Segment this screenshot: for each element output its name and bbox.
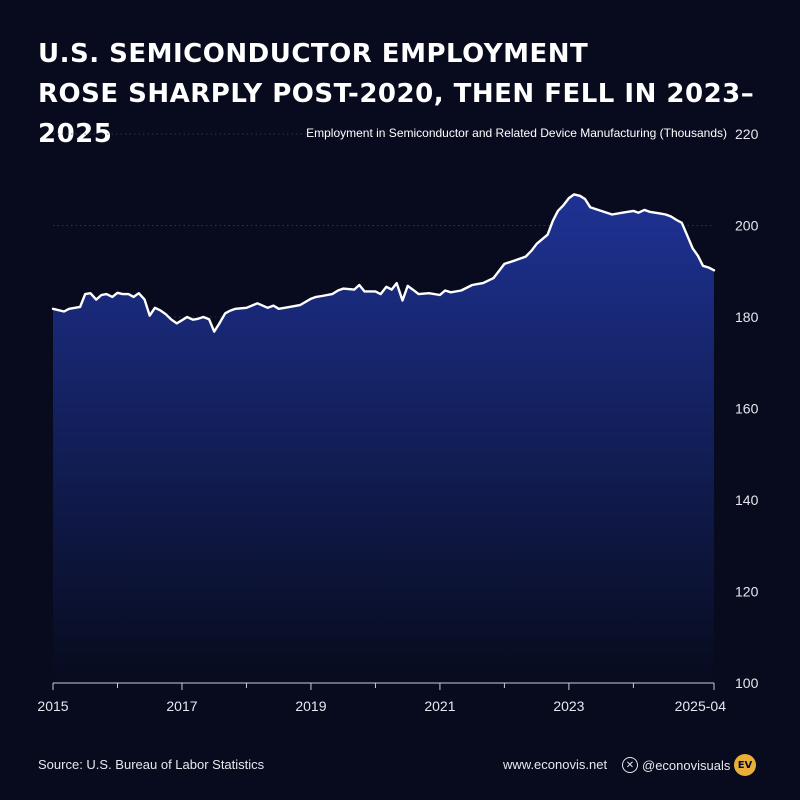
x-tick-label-2017: 2017 [166,698,197,714]
series-label: Employment in Semiconductor and Related … [306,126,727,140]
x-tick-label-2021: 2021 [424,698,455,714]
y-tick-label-120: 120 [735,584,759,600]
website-link[interactable]: www.econovis.net [503,757,608,772]
social-handle[interactable]: ✕ @econovisuals [622,754,730,776]
area-fill-layer [53,194,714,683]
y-tick-label-200: 200 [735,218,759,234]
y-axis-labels: 100 120 140 160 180 200 220 [735,126,759,691]
source-note: Source: U.S. Bureau of Labor Statistics [38,757,265,772]
x-tick-label-2025-04: 2025-04 [675,698,727,714]
y-tick-label-100: 100 [735,675,759,691]
y-tick-label-160: 160 [735,401,759,417]
econovis-logo: EV [734,754,756,776]
y-tick-label-140: 140 [735,492,759,508]
x-tick-label-2015: 2015 [37,698,68,714]
x-tick-label-2019: 2019 [295,698,326,714]
employment-line [51,193,716,333]
y-tick-label-180: 180 [735,309,759,325]
x-axis: 2015 2017 2019 2021 2023 2025-04 [37,682,727,714]
series-line-layer [51,193,716,333]
y-tick-label-220: 220 [735,126,759,142]
chart-title: U.S. SEMICONDUCTOR EMPLOYMENT ROSE SHARP… [38,34,800,154]
x-icon: ✕ [622,757,638,773]
social-handle-text: @econovisuals [642,757,731,773]
x-tick-label-2023: 2023 [553,698,584,714]
chart-title-line-1: U.S. SEMICONDUCTOR EMPLOYMENT [38,39,589,69]
chart-title-line-2: ROSE SHARPLY POST-2020, THEN FELL IN 202… [38,79,755,149]
employment-area [53,194,714,683]
